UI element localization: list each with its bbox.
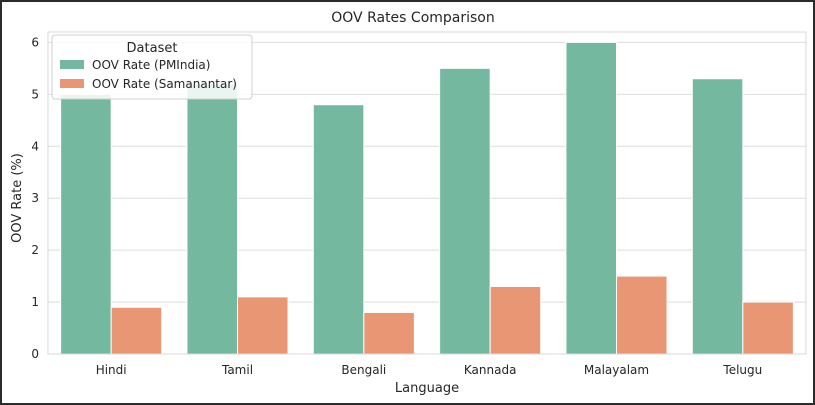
legend-label-samanantar: OOV Rate (Samanantar) bbox=[92, 77, 237, 91]
y-tick-label: 3 bbox=[31, 191, 39, 205]
bar-hindi-pmindia bbox=[60, 93, 112, 355]
tick-labels: 0 1 2 3 4 5 6 Hindi Tamil Bengali Kannada Malayalam… bbox=[31, 35, 762, 377]
y-tick-label: 2 bbox=[31, 243, 39, 257]
bar-hindi-samanantar bbox=[110, 306, 163, 355]
legend-title: Dataset bbox=[127, 41, 178, 56]
legend-swatch-pmindia bbox=[60, 60, 84, 69]
bar-telugu-pmindia bbox=[691, 78, 744, 355]
legend-box bbox=[51, 34, 253, 100]
bar-tamil-samanantar bbox=[237, 296, 289, 355]
bar-tamil-pmindia bbox=[186, 83, 238, 355]
bar-kannada-pmindia bbox=[439, 67, 491, 355]
y-tick-label: 4 bbox=[31, 139, 39, 153]
y-axis-label: OOV Rate (%) bbox=[10, 153, 25, 243]
bar-malayalam-samanantar bbox=[616, 275, 668, 355]
x-tick-label: Kannada bbox=[464, 363, 517, 377]
y-tick-label: 1 bbox=[31, 295, 39, 309]
bar-bengali-pmindia bbox=[312, 104, 365, 355]
bar-malayalam-pmindia bbox=[565, 41, 618, 355]
legend-swatch-samanantar bbox=[60, 79, 84, 88]
y-tick-label: 6 bbox=[31, 35, 39, 49]
y-tick-label: 5 bbox=[31, 87, 39, 101]
y-tick-label: 0 bbox=[31, 347, 39, 361]
legend: Dataset OOV Rate (PMIndia) OOV Rate (Sam… bbox=[51, 34, 253, 100]
bar-kannada-samanantar bbox=[489, 285, 542, 355]
x-tick-label: Malayalam bbox=[584, 363, 649, 377]
x-tick-label: Bengali bbox=[341, 363, 386, 377]
x-tick-label: Tamil bbox=[221, 363, 253, 377]
plot-border bbox=[47, 31, 807, 355]
x-axis-label: Language bbox=[395, 381, 459, 396]
bar-bengali-samanantar bbox=[363, 311, 415, 355]
bar-telugu-samanantar bbox=[742, 301, 794, 355]
bars bbox=[60, 41, 794, 355]
chart-title: OOV Rates Comparison bbox=[331, 10, 495, 26]
legend-label-pmindia: OOV Rate (PMIndia) bbox=[92, 58, 210, 72]
x-tick-label: Hindi bbox=[96, 363, 127, 377]
x-tick-label: Telugu bbox=[722, 363, 762, 377]
